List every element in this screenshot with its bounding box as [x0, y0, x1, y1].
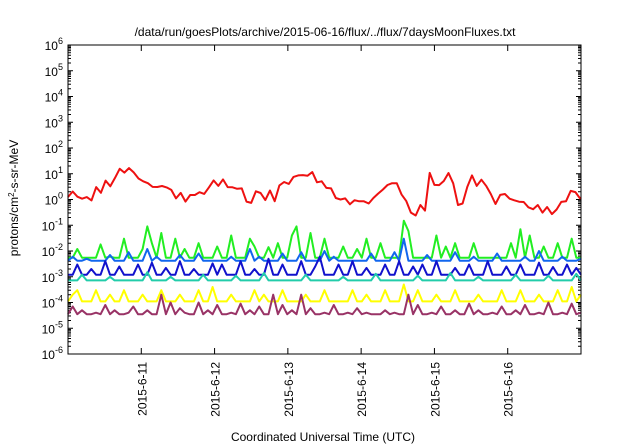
y-tick-label: 10-1: [42, 216, 63, 233]
y-tick-label: 106: [45, 36, 63, 53]
x-axis-label: Coordinated Universal Time (UTC): [231, 430, 415, 444]
y-tick-label: 10-2: [42, 242, 63, 259]
series-line-2: [67, 237, 582, 262]
x-tick-label: 2015-6-15: [428, 362, 442, 417]
series-line-3: [68, 255, 582, 276]
y-tick-label: 104: [45, 88, 63, 105]
y-tick-label: 100: [45, 191, 63, 208]
x-axis: 2015-6-11 2015-6-12 2015-6-13 2015-6-14 2015…: [135, 45, 516, 417]
y-axis: 10-6 10-5 10-4 10-3 10-2 10-1 100 101 102 103 104 1…: [42, 36, 581, 362]
y-tick-label: 102: [45, 139, 63, 156]
y-tick-label: 10-3: [42, 268, 63, 285]
y-tick-label: 101: [45, 165, 63, 182]
series-line-5: [67, 283, 582, 303]
y-tick-label: 10-4: [42, 294, 63, 311]
series-line-6: [67, 293, 582, 316]
series-line-0: [67, 167, 582, 217]
y-tick-label: 105: [45, 62, 63, 79]
y-tick-label: 10-6: [42, 345, 63, 362]
x-tick-label: 2015-6-13: [282, 362, 296, 417]
x-tick-label: 2015-6-11: [135, 362, 149, 416]
series-line-4: [68, 271, 582, 282]
y-axis-label: protons/cm2-s-sr-MeV: [7, 140, 21, 256]
x-tick-label: 2015-6-12: [209, 362, 223, 417]
x-tick-label: 2015-6-14: [355, 362, 369, 417]
plot-frame: [67, 44, 582, 355]
series-layer: [67, 167, 582, 316]
x-tick-label: 2015-6-16: [502, 362, 516, 417]
y-tick-label: 103: [45, 113, 63, 130]
y-tick-label: 10-5: [42, 319, 63, 336]
chart-title: /data/run/goesPlots/archive/2015-06-16/f…: [135, 25, 517, 39]
